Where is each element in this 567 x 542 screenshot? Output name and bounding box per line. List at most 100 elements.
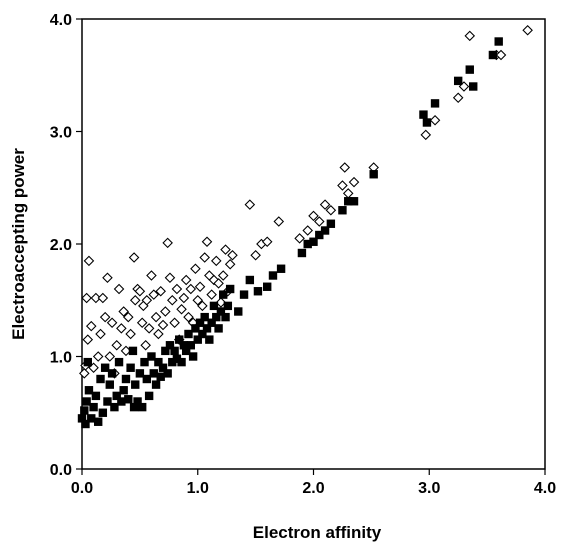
diamond-point bbox=[182, 276, 191, 285]
diamond-point bbox=[105, 352, 114, 361]
square-point bbox=[240, 290, 248, 298]
x-tick-label: 4.0 bbox=[534, 480, 556, 497]
diamond-point bbox=[147, 271, 156, 280]
square-point bbox=[221, 313, 229, 321]
diamond-point bbox=[115, 285, 124, 294]
diamond-point bbox=[126, 330, 135, 339]
diamond-point bbox=[112, 341, 121, 350]
square-point bbox=[92, 392, 100, 400]
diamond-point bbox=[145, 324, 154, 333]
x-axis-ticks: 0.01.02.03.04.0 bbox=[71, 469, 556, 497]
diamond-point bbox=[228, 251, 237, 260]
y-tick-label: 1.0 bbox=[50, 350, 72, 367]
diamond-point bbox=[159, 321, 168, 330]
square-point bbox=[115, 358, 123, 366]
square-point bbox=[177, 358, 185, 366]
diamond-point bbox=[172, 285, 181, 294]
square-point bbox=[431, 99, 439, 107]
square-point bbox=[419, 110, 427, 118]
diamond-point bbox=[84, 256, 93, 265]
diamond-point bbox=[161, 307, 170, 316]
square-point bbox=[489, 51, 497, 59]
diamond-point bbox=[338, 181, 347, 190]
square-point bbox=[269, 271, 277, 279]
square-point bbox=[89, 403, 97, 411]
square-point bbox=[254, 287, 262, 295]
square-point bbox=[138, 403, 146, 411]
square-point bbox=[350, 197, 358, 205]
x-tick-label: 1.0 bbox=[187, 480, 209, 497]
square-point bbox=[469, 82, 477, 90]
y-tick-label: 2.0 bbox=[50, 237, 72, 254]
diamond-point bbox=[191, 264, 200, 273]
diamond-point bbox=[96, 330, 105, 339]
square-point bbox=[170, 347, 178, 355]
diamond-point bbox=[203, 237, 212, 246]
square-point bbox=[96, 375, 104, 383]
square-point bbox=[129, 347, 137, 355]
x-axis-title: Electron affinity bbox=[253, 523, 382, 542]
diamond-point bbox=[219, 271, 228, 280]
square-point bbox=[338, 206, 346, 214]
diamond-point bbox=[465, 31, 474, 40]
diamond-point bbox=[186, 285, 195, 294]
square-point bbox=[94, 418, 102, 426]
diamond-point bbox=[103, 273, 112, 282]
square-point bbox=[124, 395, 132, 403]
square-point bbox=[327, 220, 335, 228]
square-point bbox=[84, 358, 92, 366]
square-point bbox=[189, 352, 197, 360]
square-point bbox=[263, 283, 271, 291]
square-point bbox=[423, 118, 431, 126]
square-point bbox=[131, 380, 139, 388]
y-axis-ticks: 0.01.02.03.04.0 bbox=[50, 12, 82, 479]
square-point bbox=[99, 409, 107, 417]
diamond-point bbox=[98, 294, 107, 303]
square-point bbox=[152, 380, 160, 388]
diamond-point bbox=[170, 318, 179, 327]
diamond-point bbox=[130, 253, 139, 262]
diamond-point bbox=[207, 290, 216, 299]
square-point bbox=[224, 302, 232, 310]
square-point bbox=[163, 369, 171, 377]
diamond-point bbox=[200, 253, 209, 262]
diamond-point bbox=[83, 335, 92, 344]
x-tick-label: 3.0 bbox=[418, 480, 440, 497]
diamond-point bbox=[168, 296, 177, 305]
diamond-point bbox=[163, 238, 172, 247]
diamond-point bbox=[245, 200, 254, 209]
diamond-point bbox=[141, 341, 150, 350]
square-point bbox=[145, 392, 153, 400]
diamond-point bbox=[454, 93, 463, 102]
diamond-point bbox=[431, 116, 440, 125]
diamond-point bbox=[344, 189, 353, 198]
diamond-point bbox=[177, 305, 186, 314]
diamond-point bbox=[165, 273, 174, 282]
y-tick-label: 3.0 bbox=[50, 125, 72, 142]
diamond-point bbox=[179, 294, 188, 303]
diamond-point bbox=[154, 330, 163, 339]
diamond-point bbox=[251, 251, 260, 260]
square-point bbox=[495, 37, 503, 45]
diamond-point bbox=[421, 130, 430, 139]
square-point bbox=[298, 249, 306, 257]
diamond-point bbox=[196, 282, 205, 291]
y-tick-label: 4.0 bbox=[50, 12, 72, 29]
diamond-point bbox=[274, 217, 283, 226]
diamond-point bbox=[82, 294, 91, 303]
square-point bbox=[205, 335, 213, 343]
diamond-point bbox=[80, 369, 89, 378]
square-point bbox=[246, 276, 254, 284]
square-point bbox=[122, 375, 130, 383]
diamond-point bbox=[152, 313, 161, 322]
data-markers bbox=[78, 26, 532, 428]
square-point bbox=[119, 386, 127, 394]
diamond-point bbox=[523, 26, 532, 35]
square-point bbox=[126, 364, 134, 372]
square-point bbox=[466, 65, 474, 73]
diamond-point bbox=[295, 234, 304, 243]
square-point bbox=[226, 285, 234, 293]
square-point bbox=[369, 170, 377, 178]
diamond-point bbox=[340, 163, 349, 172]
diamond-point bbox=[108, 318, 117, 327]
